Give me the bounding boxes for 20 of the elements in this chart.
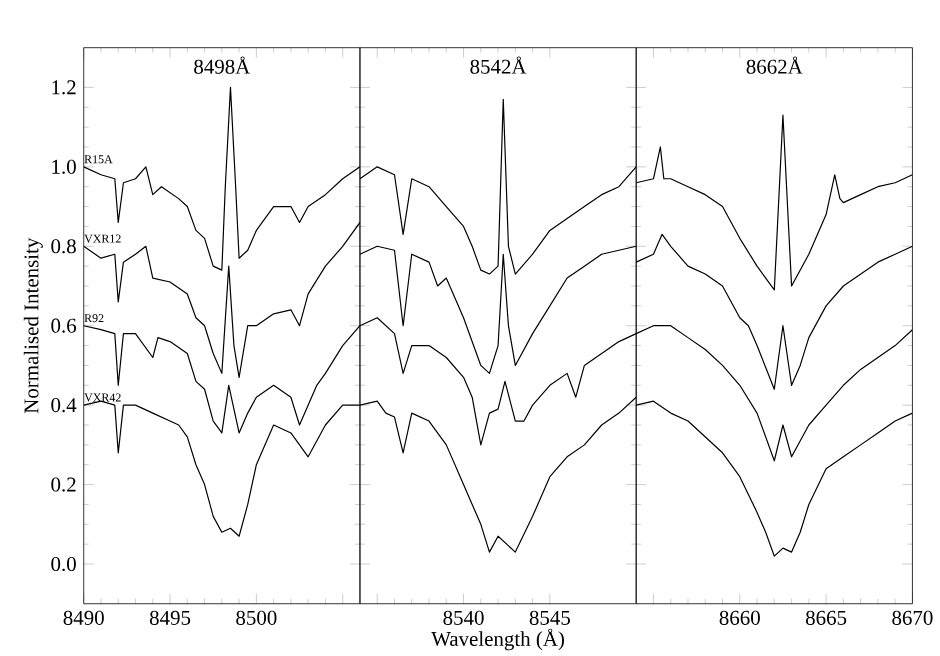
annotation: 8542Å [470,55,527,74]
x-tick-label: 8660 [719,610,760,625]
x-tick-label: 8500 [236,610,277,625]
annotation: 8498Å [194,55,251,74]
x-tick-label: 8540 [443,610,484,625]
y-tick-label: 0.8 [51,238,76,253]
x-tick-label: 8490 [63,610,104,625]
x-tick-label: 8495 [149,610,191,625]
y-tick-label: 1.0 [52,159,76,174]
x-axis-title: Wavelength (Å) [431,628,564,650]
y-tick-label: 0.4 [51,397,77,412]
y-tick-label: 0.0 [51,556,76,571]
y-axis-title: Normalised Intensity [23,237,43,413]
y-tick-label: 0.6 [51,318,77,333]
x-tick-label: 8665 [805,610,847,625]
annotation: 8662Å [746,55,803,74]
y-tick-label: 1.2 [52,79,76,94]
x-tick-label: 8670 [892,610,933,625]
x-tick-label: 8545 [529,610,570,625]
y-tick-label: 0.2 [51,477,76,492]
